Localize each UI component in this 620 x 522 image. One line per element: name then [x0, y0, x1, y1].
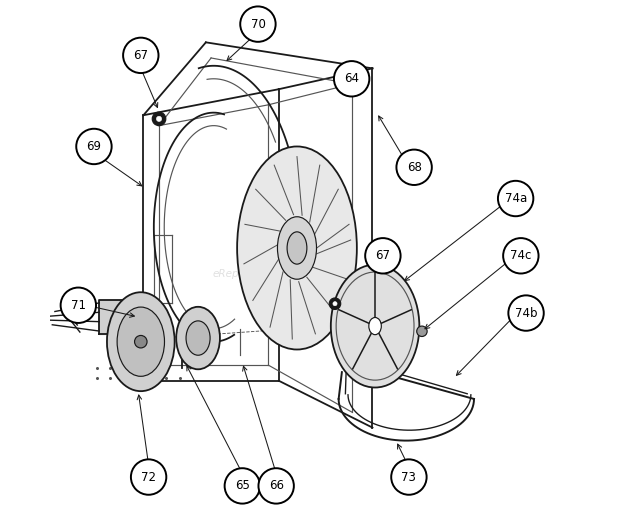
- Circle shape: [240, 6, 276, 42]
- Text: 67: 67: [375, 250, 391, 262]
- Circle shape: [131, 459, 166, 495]
- Circle shape: [508, 295, 544, 331]
- Circle shape: [156, 116, 162, 122]
- Circle shape: [135, 336, 147, 348]
- Circle shape: [391, 459, 427, 495]
- Circle shape: [417, 326, 427, 337]
- Text: 66: 66: [268, 479, 284, 492]
- Text: 64: 64: [344, 72, 359, 85]
- Text: 65: 65: [235, 479, 250, 492]
- Text: 74a: 74a: [505, 192, 527, 205]
- Ellipse shape: [287, 232, 307, 264]
- Text: 70: 70: [250, 18, 265, 31]
- Circle shape: [365, 238, 401, 274]
- Circle shape: [396, 150, 432, 185]
- Ellipse shape: [176, 307, 220, 369]
- Text: 68: 68: [407, 161, 422, 174]
- Text: 74c: 74c: [510, 250, 531, 262]
- Ellipse shape: [331, 265, 419, 387]
- Text: 74b: 74b: [515, 306, 538, 319]
- Ellipse shape: [369, 317, 381, 335]
- Circle shape: [334, 61, 370, 97]
- Circle shape: [329, 298, 341, 310]
- Circle shape: [153, 112, 166, 126]
- Polygon shape: [99, 300, 138, 334]
- Circle shape: [259, 468, 294, 504]
- Text: eReplacementParts.com: eReplacementParts.com: [213, 269, 340, 279]
- Ellipse shape: [237, 147, 357, 350]
- Circle shape: [61, 288, 96, 323]
- Ellipse shape: [278, 217, 316, 279]
- Ellipse shape: [117, 307, 164, 376]
- Circle shape: [333, 302, 337, 306]
- Circle shape: [76, 129, 112, 164]
- Circle shape: [224, 468, 260, 504]
- Text: 69: 69: [86, 140, 102, 153]
- Ellipse shape: [186, 321, 210, 355]
- Text: 71: 71: [71, 299, 86, 312]
- Circle shape: [123, 38, 159, 73]
- Ellipse shape: [107, 292, 175, 391]
- Text: 72: 72: [141, 470, 156, 483]
- Circle shape: [498, 181, 533, 216]
- Text: 67: 67: [133, 49, 148, 62]
- Text: 73: 73: [402, 470, 417, 483]
- Circle shape: [503, 238, 539, 274]
